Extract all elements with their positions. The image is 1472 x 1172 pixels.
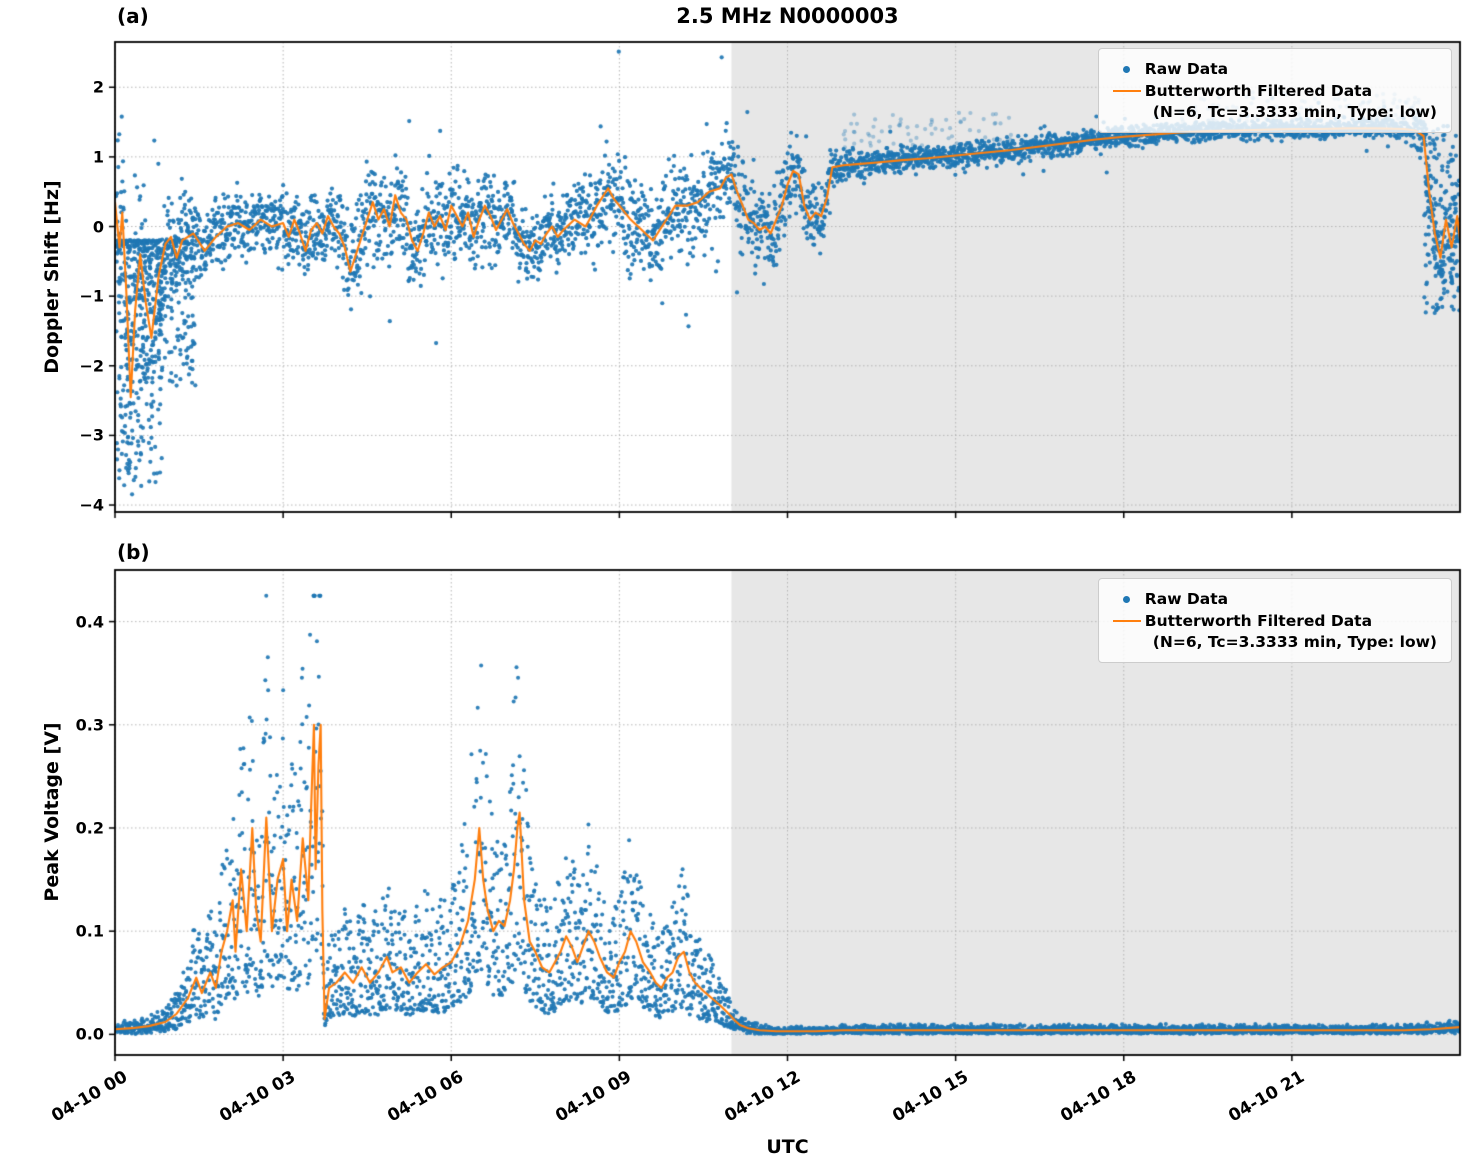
- y-tick-label: −1: [79, 286, 104, 306]
- legend-entry-raw: Raw Data: [1109, 589, 1437, 609]
- y-tick-label: −3: [79, 425, 104, 445]
- legend-panel-b: Raw Data Butterworth Filtered Data (N=6,…: [1097, 578, 1452, 664]
- y-tick-label: 1: [92, 147, 104, 167]
- legend-raw-label: Raw Data: [1144, 590, 1229, 608]
- y-tick-label: 2: [92, 77, 104, 97]
- legend-entry-raw: Raw Data: [1109, 59, 1437, 79]
- y-tick-label: 0.3: [75, 715, 104, 735]
- legend-filtered-label: Butterworth Filtered Data (N=6, Tc=3.333…: [1144, 612, 1437, 651]
- legend-filtered-label: Butterworth Filtered Data (N=6, Tc=3.333…: [1144, 82, 1437, 121]
- x-axis-label: UTC: [766, 1136, 809, 1158]
- y-axis-label-doppler: Doppler Shift [Hz]: [41, 180, 63, 374]
- y-tick-label: 0.1: [75, 921, 104, 941]
- filtered-line-marker-icon: [1109, 81, 1145, 101]
- raw-data-marker-icon: [1109, 589, 1145, 609]
- legend-entry-filtered: Butterworth Filtered Data (N=6, Tc=3.333…: [1109, 81, 1437, 122]
- legend-raw-label: Raw Data: [1144, 60, 1229, 78]
- y-tick-label: −4: [79, 495, 104, 515]
- panel-b-label: (b): [117, 540, 150, 564]
- chart-title: 2.5 MHz N0000003: [676, 4, 899, 28]
- raw-data-marker-icon: [1109, 59, 1145, 79]
- y-axis-label-voltage: Peak Voltage [V]: [41, 722, 63, 902]
- legend-panel-a: Raw Data Butterworth Filtered Data (N=6,…: [1097, 48, 1452, 134]
- legend-entry-filtered: Butterworth Filtered Data (N=6, Tc=3.333…: [1109, 611, 1437, 652]
- panel-a-label: (a): [117, 4, 149, 28]
- filtered-line-marker-icon: [1109, 611, 1145, 631]
- y-tick-label: 0: [92, 217, 104, 237]
- y-tick-label: 0.2: [75, 818, 104, 838]
- y-tick-label: −2: [79, 356, 104, 376]
- y-tick-label: 0.0: [75, 1024, 104, 1044]
- y-tick-label: 0.4: [75, 612, 104, 632]
